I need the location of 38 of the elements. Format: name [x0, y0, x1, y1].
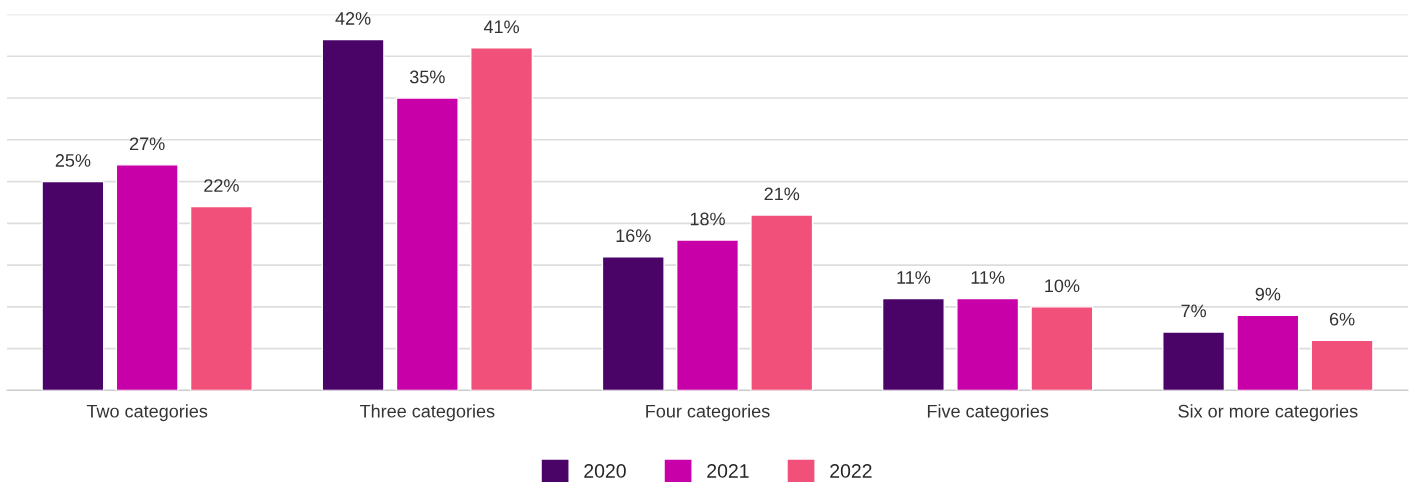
data-label: 11% [897, 271, 931, 284]
bar [1310, 339, 1374, 391]
x-tick-label: Three categories [360, 404, 495, 422]
legend-label: 2021 [707, 464, 749, 478]
legend-label: 2022 [830, 464, 872, 478]
data-label: 27% [130, 137, 165, 151]
data-label: 6% [1329, 312, 1355, 326]
bar [115, 164, 179, 391]
data-label: 22% [204, 179, 239, 192]
bar [601, 256, 665, 391]
bar [189, 205, 253, 391]
bar [1162, 331, 1226, 391]
data-label: 41% [483, 20, 519, 34]
data-label: 35% [409, 70, 445, 84]
data-label: 16% [616, 229, 651, 243]
bar [881, 297, 945, 391]
bar [41, 180, 105, 391]
data-label: 7% [1181, 304, 1206, 318]
x-tick-label: Six or more categories [1178, 404, 1358, 422]
data-label: 11% [971, 271, 1005, 284]
bar [675, 239, 740, 391]
bar [321, 38, 385, 391]
bar [1236, 314, 1300, 391]
x-tick-label: Two categories [86, 404, 208, 422]
bar [1030, 306, 1094, 391]
data-label: 42% [335, 12, 371, 25]
data-label: 9% [1255, 287, 1281, 301]
x-tick-label: Four categories [646, 404, 770, 422]
bar [750, 214, 814, 391]
legend-label: 2020 [584, 464, 626, 478]
data-label: 25% [55, 154, 91, 167]
bar [470, 47, 534, 391]
bar [956, 297, 1020, 391]
bar [395, 97, 459, 391]
data-label: 21% [764, 187, 800, 201]
x-tick-label: Five categories [927, 404, 1049, 422]
data-label: 10% [1045, 279, 1080, 293]
data-label: 18% [690, 212, 725, 226]
